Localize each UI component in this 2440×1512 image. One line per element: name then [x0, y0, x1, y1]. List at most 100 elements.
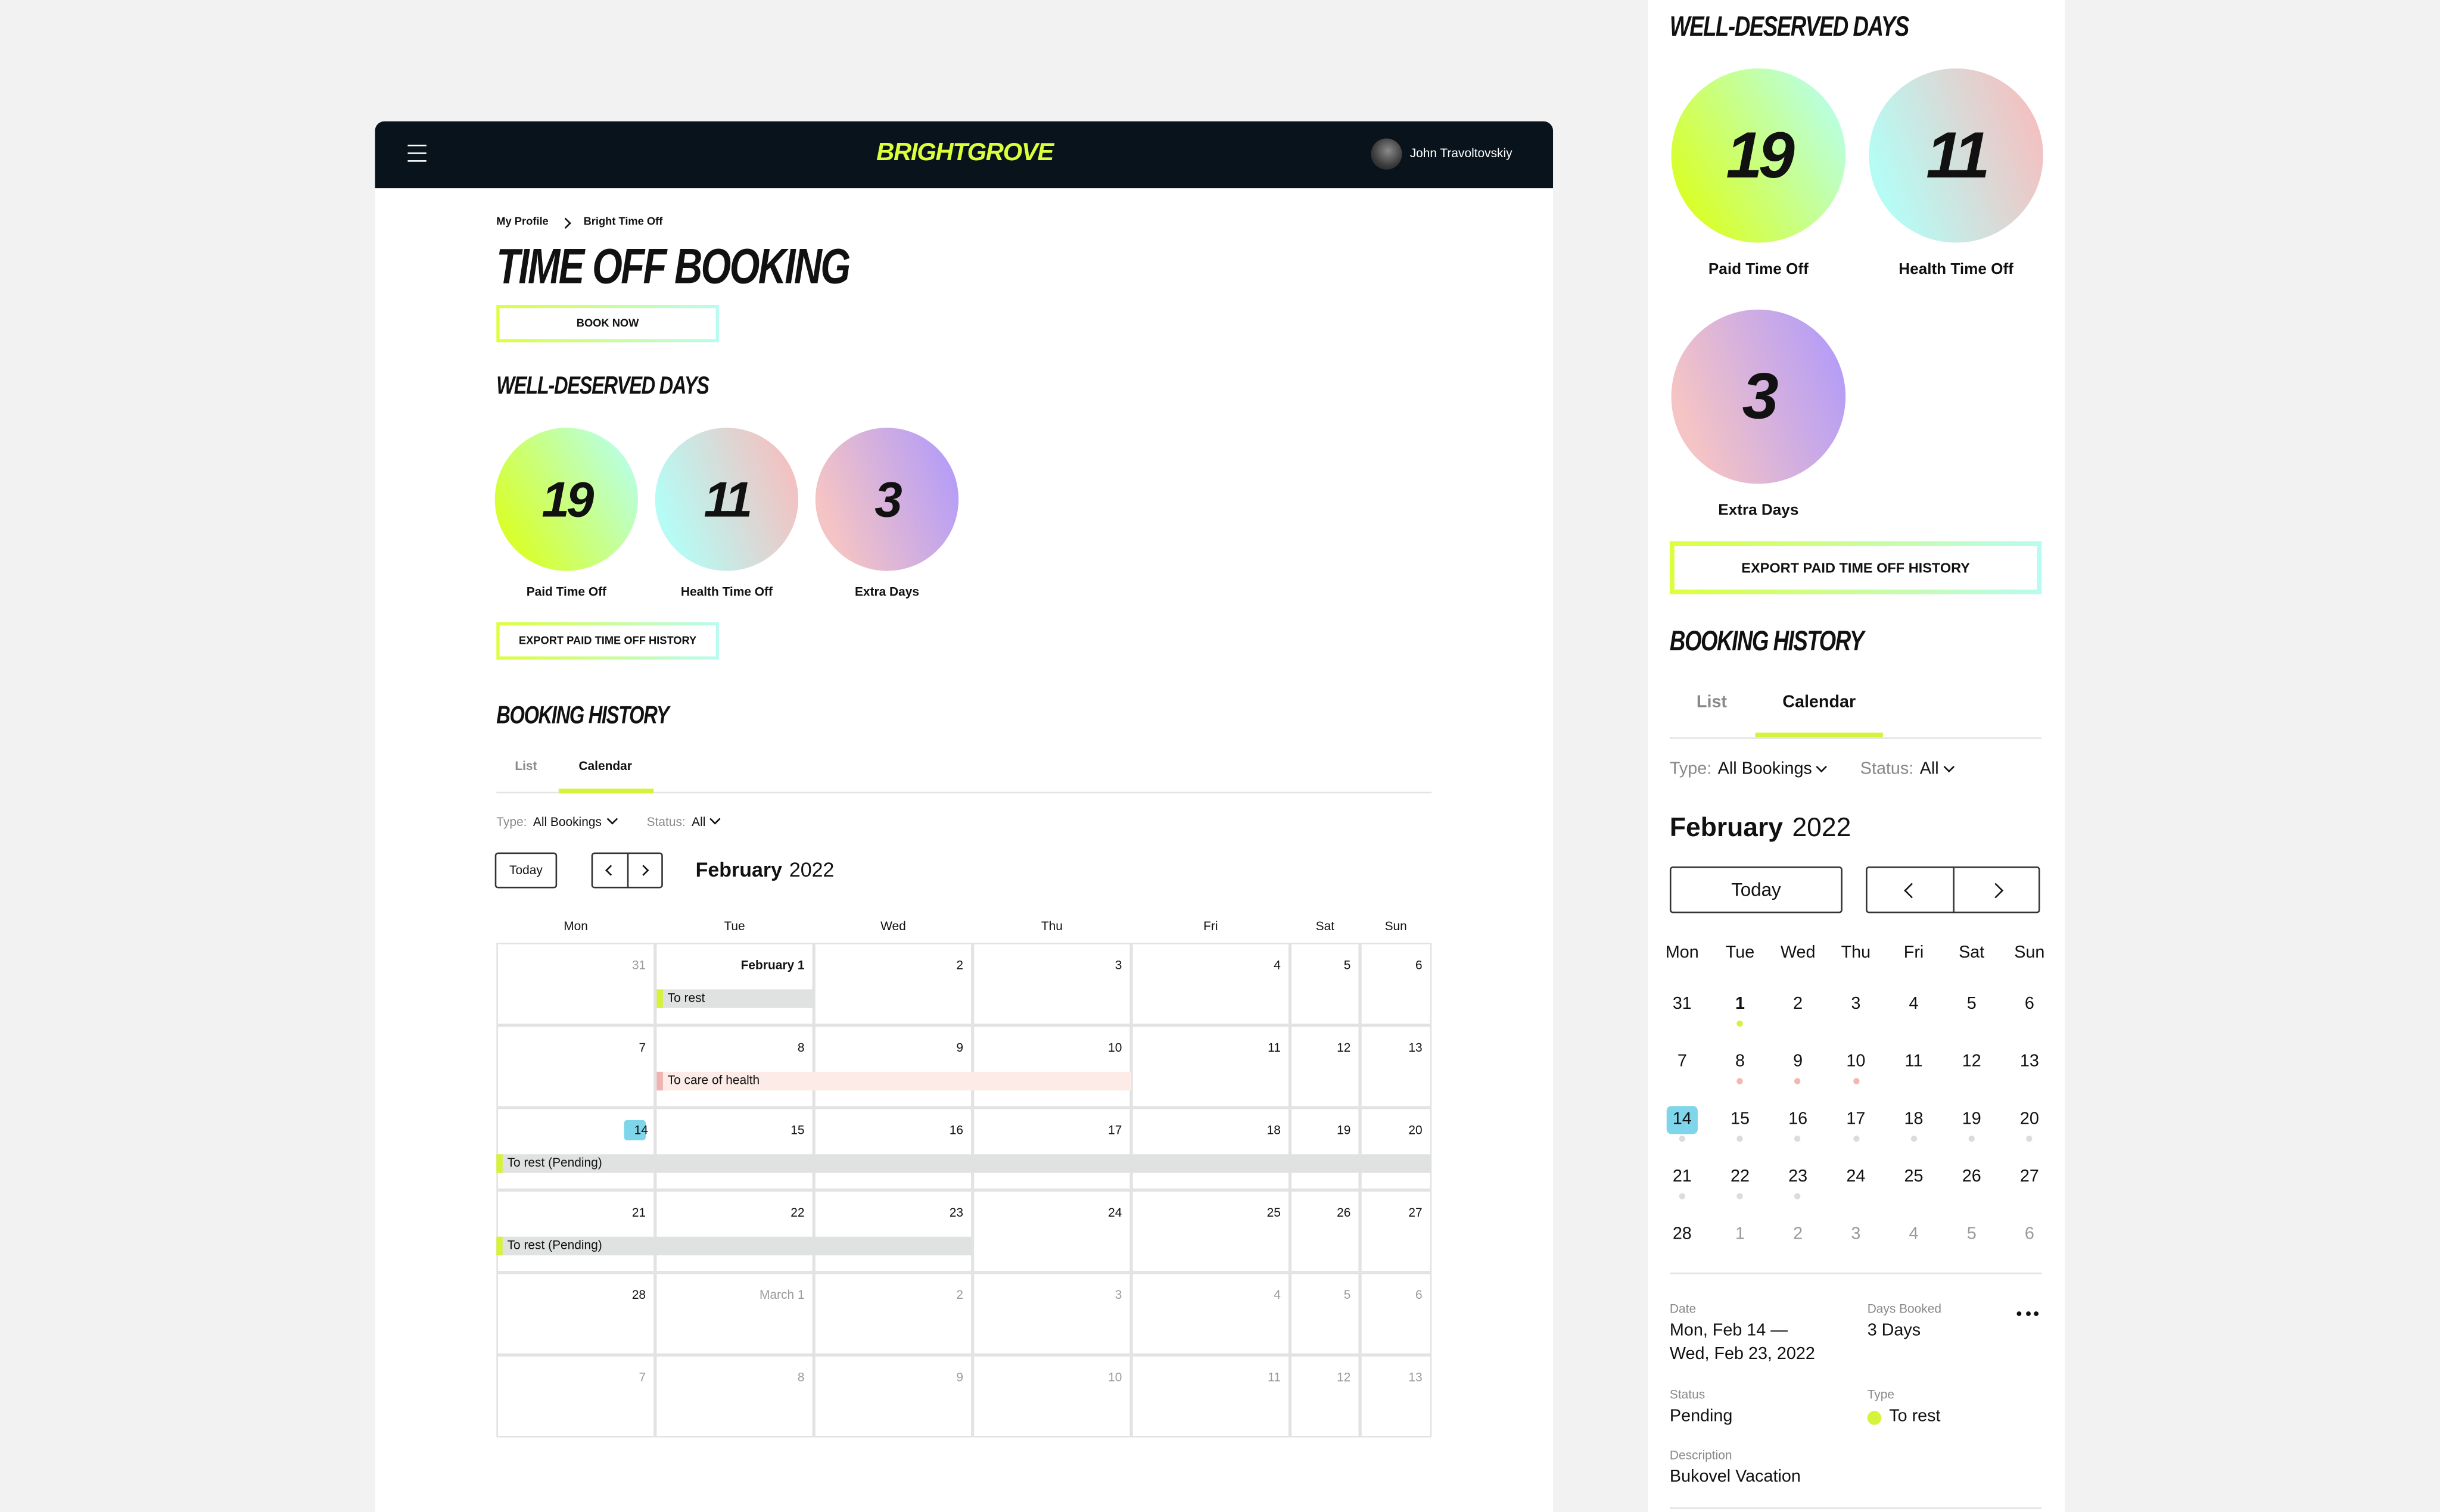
day-number[interactable]: 4 — [1909, 995, 1919, 1014]
export-button[interactable]: EXPORT PAID TIME OFF HISTORY — [496, 622, 719, 660]
day-number[interactable]: 3 — [1851, 1225, 1861, 1244]
day-cell[interactable] — [496, 1272, 655, 1355]
day-cell[interactable] — [814, 1355, 973, 1438]
day-cell[interactable] — [655, 1107, 814, 1190]
day-cell[interactable] — [496, 1025, 655, 1108]
day-number[interactable]: 4 — [1909, 1225, 1919, 1244]
more-dot[interactable] — [2025, 1311, 2030, 1316]
day-number[interactable]: 14 — [1672, 1109, 1692, 1129]
more-dot[interactable] — [2034, 1311, 2039, 1316]
filter[interactable]: Type: All Bookings — [1670, 760, 1828, 779]
day-cell[interactable] — [814, 1272, 973, 1355]
day-number[interactable]: 6 — [2024, 995, 2034, 1014]
day-cell[interactable] — [814, 1190, 973, 1273]
day-cell[interactable] — [655, 943, 814, 1025]
day-number[interactable]: 15 — [1730, 1109, 1750, 1129]
day-number[interactable]: 12 — [1962, 1052, 1981, 1071]
day-number[interactable]: 25 — [1904, 1167, 1924, 1186]
menu-button[interactable] — [407, 144, 427, 163]
day-cell[interactable] — [814, 943, 973, 1025]
day-number[interactable]: 1 — [1735, 995, 1745, 1014]
day-cell[interactable] — [1360, 1025, 1432, 1108]
day-number[interactable]: 7 — [1677, 1052, 1687, 1071]
day-cell[interactable] — [1360, 1190, 1432, 1273]
tab[interactable]: Calendar — [578, 759, 632, 774]
day-number[interactable]: 26 — [1962, 1167, 1981, 1186]
day-cell[interactable] — [1360, 1272, 1432, 1355]
booking-bar[interactable]: To rest — [656, 989, 814, 1008]
day-number[interactable]: 16 — [1788, 1109, 1808, 1129]
day-cell[interactable] — [1290, 1355, 1361, 1438]
tab[interactable]: Calendar — [1782, 693, 1856, 712]
day-number[interactable]: 9 — [1793, 1052, 1803, 1071]
day-cell[interactable] — [1290, 1190, 1361, 1273]
today-button[interactable]: Today — [1669, 866, 1843, 914]
day-number[interactable]: 6 — [2024, 1225, 2034, 1244]
day-cell[interactable] — [972, 943, 1132, 1025]
day-cell[interactable] — [1360, 1107, 1432, 1190]
day-cell[interactable] — [1290, 1025, 1361, 1108]
day-cell[interactable] — [972, 1107, 1132, 1190]
day-number[interactable]: 22 — [1730, 1167, 1750, 1186]
day-cell[interactable] — [1131, 1025, 1290, 1108]
more-dot[interactable] — [2016, 1311, 2022, 1316]
day-number[interactable]: 5 — [1966, 995, 1977, 1014]
day-cell[interactable] — [1131, 1355, 1290, 1438]
day-cell[interactable] — [972, 1355, 1132, 1438]
avatar[interactable] — [1371, 138, 1402, 170]
day-number[interactable]: 8 — [1735, 1052, 1745, 1071]
filter[interactable]: Status: All — [647, 813, 721, 829]
day-number[interactable]: 17 — [1846, 1109, 1866, 1129]
user-name[interactable]: John Travoltovskiy — [1409, 146, 1512, 161]
day-cell[interactable] — [496, 1190, 655, 1273]
day-number[interactable]: 28 — [1672, 1225, 1692, 1244]
day-cell[interactable] — [655, 1355, 814, 1438]
day-number[interactable]: 10 — [1846, 1052, 1866, 1071]
day-cell[interactable] — [1131, 1272, 1290, 1355]
day-number[interactable]: 27 — [2019, 1167, 2039, 1186]
day-cell[interactable] — [1131, 943, 1290, 1025]
day-cell[interactable] — [1360, 1355, 1432, 1438]
day-number[interactable]: 19 — [1962, 1109, 1981, 1129]
day-cell[interactable] — [655, 1190, 814, 1273]
day-cell[interactable] — [972, 1272, 1132, 1355]
day-cell[interactable] — [972, 1190, 1132, 1273]
day-cell[interactable] — [1360, 943, 1432, 1025]
day-number[interactable]: 2 — [1793, 1225, 1803, 1244]
filter[interactable]: Type: All Bookings — [496, 813, 618, 829]
day-cell[interactable] — [1290, 1107, 1361, 1190]
day-cell[interactable] — [1290, 943, 1361, 1025]
day-cell[interactable] — [496, 1355, 655, 1438]
day-number[interactable]: 2 — [1793, 995, 1803, 1014]
booking-bar[interactable]: To rest (Pending) — [496, 1154, 1432, 1173]
day-number[interactable]: 11 — [1904, 1052, 1923, 1071]
day-cell[interactable] — [814, 1107, 973, 1190]
day-cell[interactable] — [972, 1025, 1132, 1108]
day-cell[interactable] — [1290, 1272, 1361, 1355]
day-cell[interactable] — [496, 1107, 655, 1190]
day-cell[interactable] — [1131, 1190, 1290, 1273]
day-number[interactable]: 20 — [2019, 1109, 2039, 1129]
tab[interactable]: List — [1696, 693, 1728, 712]
today-button[interactable]: Today — [494, 852, 558, 889]
day-number[interactable]: 21 — [1672, 1167, 1692, 1186]
export-button[interactable]: EXPORT PAID TIME OFF HISTORY — [1669, 541, 2042, 594]
day-number[interactable]: 18 — [1904, 1109, 1924, 1129]
book-now-button[interactable]: BOOK NOW — [496, 304, 719, 342]
day-number[interactable]: 23 — [1788, 1167, 1808, 1186]
filter[interactable]: Status: All — [1860, 760, 1955, 779]
booking-bar[interactable]: To rest (Pending) — [496, 1236, 973, 1256]
booking-bar[interactable]: To care of health — [656, 1071, 1132, 1091]
breadcrumb-link[interactable]: My Profile — [496, 217, 549, 228]
tab[interactable]: List — [515, 759, 537, 774]
day-number[interactable]: 1 — [1735, 1225, 1745, 1244]
day-number[interactable]: 31 — [1672, 995, 1692, 1014]
day-number[interactable]: 24 — [1846, 1167, 1866, 1186]
day-cell[interactable] — [496, 943, 655, 1025]
day-cell[interactable] — [814, 1025, 973, 1108]
day-cell[interactable] — [655, 1025, 814, 1108]
day-cell[interactable] — [1131, 1107, 1290, 1190]
day-cell[interactable] — [655, 1272, 814, 1355]
day-number[interactable]: 5 — [1966, 1225, 1977, 1244]
day-number[interactable]: 13 — [2019, 1052, 2039, 1071]
